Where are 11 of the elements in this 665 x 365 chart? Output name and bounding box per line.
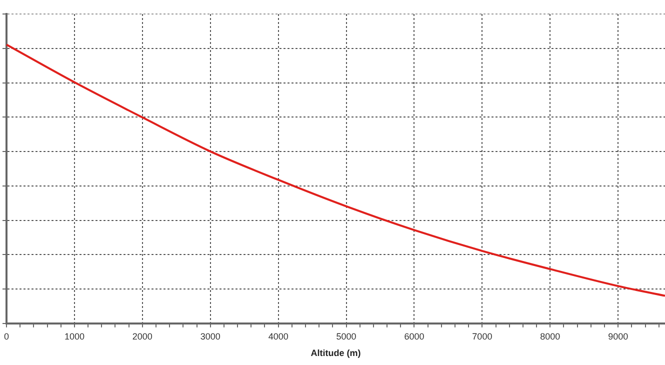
x-tick-label: 9000 (608, 331, 628, 342)
x-axis-title: Altitude (m) (310, 348, 361, 358)
x-tick-label: 1000 (64, 331, 84, 342)
x-tick-label: 5000 (336, 331, 356, 342)
x-tick-label: 7000 (472, 331, 492, 342)
x-tick-label: 2000 (132, 331, 152, 342)
x-tick-label: 0 (4, 331, 10, 342)
x-tick-label: 8000 (540, 331, 560, 342)
x-tick-label: 6000 (404, 331, 424, 342)
x-tick-label: 4000 (268, 331, 288, 342)
x-tick-label: 3000 (200, 331, 220, 342)
